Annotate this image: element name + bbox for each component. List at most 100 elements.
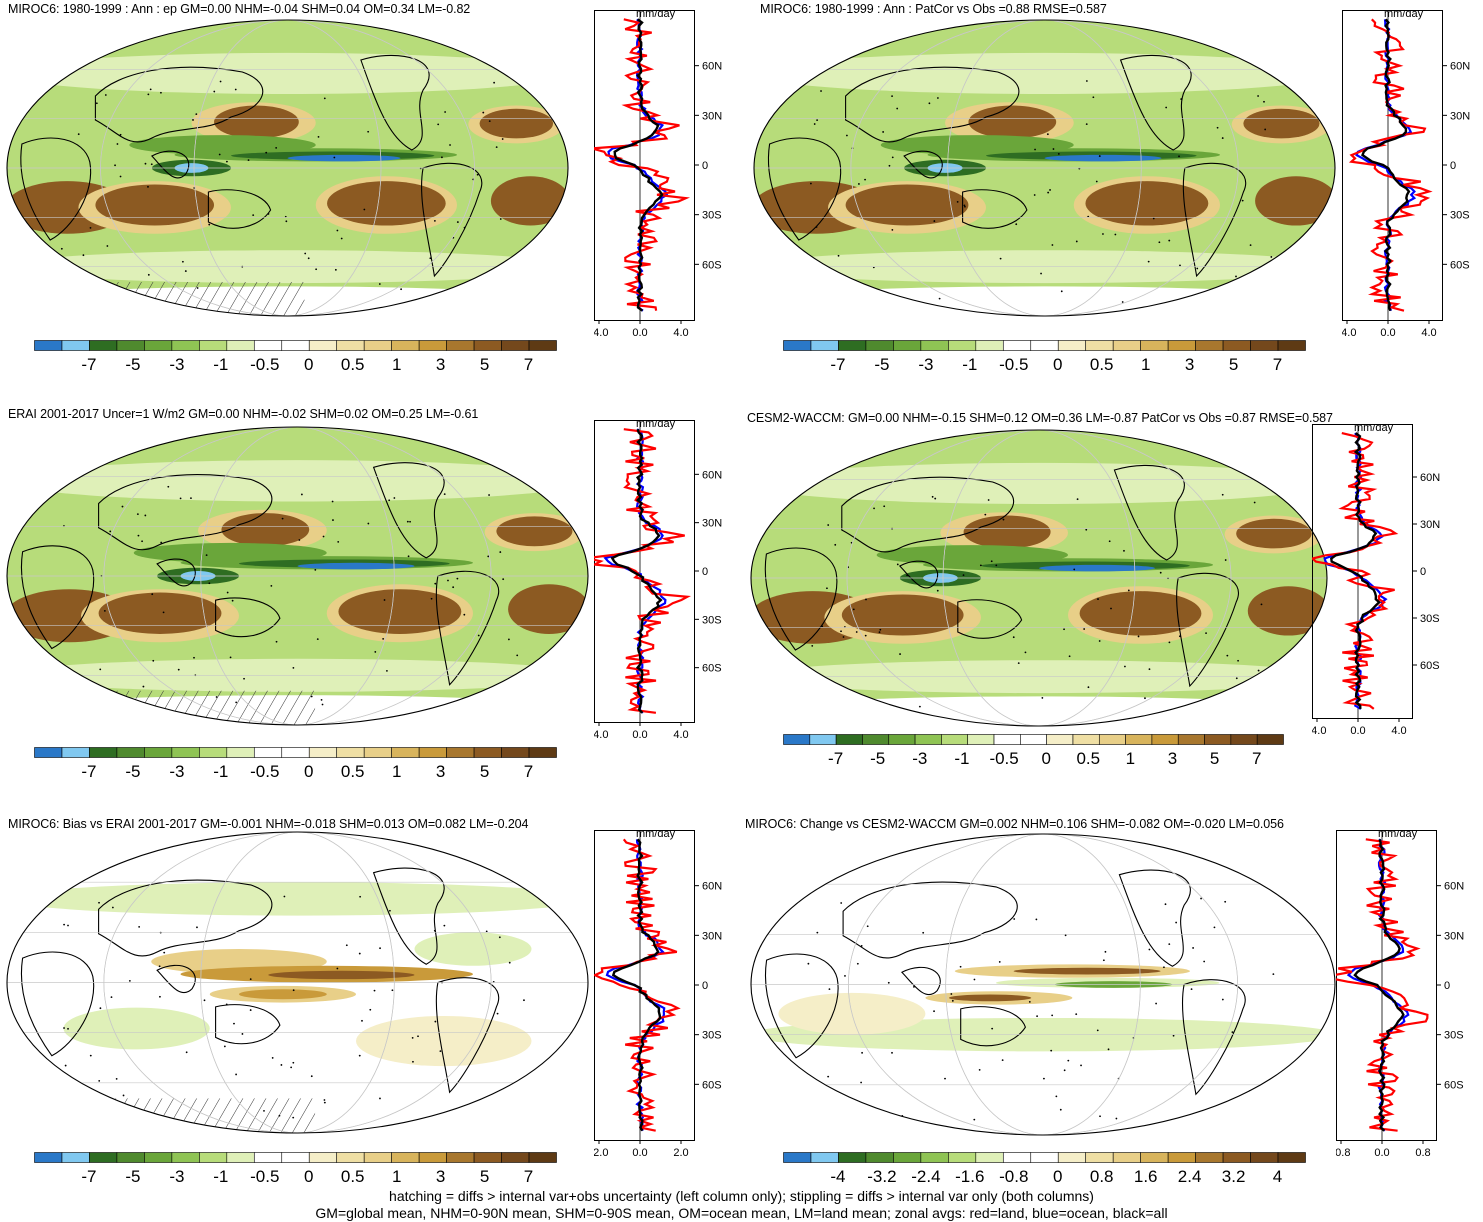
x-tick-label: -0.8 — [1336, 1147, 1350, 1159]
stipple-dot — [827, 524, 830, 526]
stipple-dot — [1260, 603, 1263, 606]
stipple-dot — [121, 505, 124, 508]
stipple-dot — [96, 289, 99, 292]
colorbar-swatch — [1057, 1152, 1087, 1163]
colorbar-swatch — [941, 734, 969, 745]
colorbar-swatch — [34, 340, 63, 351]
stipple-dot — [1224, 900, 1227, 903]
stipple-dot — [138, 925, 141, 928]
colorbar-tick-label: -1 — [954, 749, 970, 768]
colorbar-swatch — [1250, 1152, 1279, 1163]
lat-tick-label: 60S — [702, 1079, 722, 1091]
stipple-dot — [283, 895, 286, 898]
lat-tick-label: 30S — [702, 1030, 722, 1042]
coastline — [1176, 572, 1239, 688]
coastline — [957, 599, 1023, 639]
stipple-dot — [208, 582, 211, 585]
colorbar-swatch — [865, 1152, 894, 1163]
zonal-mean-plot: mm/day 60N 30N 0 30S 60S -4.0 0.0 4.0 — [1312, 424, 1440, 737]
x-tick-label: -4.0 — [594, 327, 608, 339]
stipple-dot — [1168, 641, 1171, 644]
stipple-dot — [1104, 950, 1107, 953]
stipple-dot — [235, 701, 238, 704]
colorbar-tick-label: 5 — [479, 355, 490, 374]
stipple-dot — [1190, 988, 1193, 991]
colorbar-tick-label: 3 — [435, 355, 446, 374]
stipple-dot — [243, 677, 245, 680]
subtropical-dry-south-atlantic — [508, 584, 588, 634]
colorbar-swatch — [501, 1152, 530, 1163]
stipple-dot — [508, 638, 510, 641]
colorbar-swatch — [1177, 734, 1205, 745]
stipple-dot — [1092, 96, 1095, 99]
stipple-dot — [109, 530, 112, 533]
subtropical-dry-core — [338, 589, 462, 634]
itcz-peak — [297, 562, 415, 570]
stipple-dot — [482, 111, 485, 114]
colorbar-swatch — [226, 340, 255, 351]
colorbar-tick-label: 0 — [1052, 1167, 1063, 1186]
stipple-dot — [1127, 589, 1130, 592]
itcz-peak — [1039, 564, 1155, 572]
colorbar-tick-label: -0.5 — [989, 749, 1019, 768]
stipple-dot — [64, 1064, 67, 1067]
change-core — [948, 994, 1032, 1002]
subtropical-dry-core — [1079, 591, 1202, 636]
colorbar-swatch — [810, 1152, 839, 1163]
colorbar-swatch — [783, 734, 811, 745]
stipple-dot — [1192, 947, 1194, 949]
colorbar-tick-label: -3 — [912, 749, 928, 768]
colorbar-swatch — [363, 747, 392, 758]
stipple-dot — [314, 568, 317, 571]
stipple-dot — [99, 1007, 102, 1010]
stipple-dot — [386, 669, 388, 672]
colorbar — [783, 1152, 1306, 1163]
stipple-dot — [1050, 1049, 1053, 1052]
colorbar-tick-label: -3 — [169, 355, 185, 374]
colorbar-swatch — [835, 734, 863, 745]
stipple-dot — [816, 119, 819, 122]
colorbar-swatch — [473, 1152, 502, 1163]
stipple-dot — [979, 564, 982, 567]
stipple-dot — [840, 630, 842, 633]
stipple-dot — [1035, 918, 1038, 921]
stipple-dot — [114, 164, 116, 167]
hatching-region — [106, 282, 305, 316]
stipple-dot — [89, 226, 92, 229]
stipple-dot — [922, 931, 925, 934]
stipple-dot — [358, 952, 361, 955]
stipple-dot — [433, 929, 436, 932]
panel-title: CESM2-WACCM: GM=0.00 NHM=-0.15 SHM=0.12 … — [747, 411, 1333, 425]
colorbar-swatch — [1250, 340, 1279, 351]
stipple-dot — [1221, 493, 1224, 496]
subtropical-dry-core — [1243, 108, 1320, 139]
stipple-dot — [1235, 275, 1237, 278]
stipple-dot — [1152, 217, 1155, 220]
stipple-dot — [811, 645, 814, 647]
lat-tick-label: 60S — [1444, 1079, 1464, 1091]
stipple-dot — [126, 697, 129, 700]
lat-tick-label: 30N — [1450, 110, 1470, 122]
lat-tick-label: 60N — [702, 881, 722, 893]
stipple-dot — [378, 283, 381, 285]
bias-band — [414, 932, 532, 966]
footer-line-2: GM=global mean, NHM=0-90N mean, SHM=0-90… — [315, 1205, 1168, 1221]
stipple-dot — [815, 226, 818, 228]
stipple-dot — [813, 123, 816, 125]
lat-tick-label: 30N — [702, 930, 722, 942]
colorbar-swatch — [446, 340, 475, 351]
colorbar-tick-label: 0.8 — [1089, 1167, 1114, 1186]
stipple-dot — [1102, 959, 1105, 962]
colorbar-tick-label: 2.4 — [1177, 1167, 1202, 1186]
colorbar-swatch — [199, 747, 228, 758]
stipple-dot — [883, 505, 886, 508]
stipple-dot — [298, 539, 301, 541]
colorbar-swatch — [1085, 340, 1114, 351]
zonal-frame — [1336, 830, 1437, 1141]
stipple-dot — [321, 703, 324, 706]
colorbar-swatch — [199, 340, 228, 351]
stipple-dot — [60, 247, 63, 250]
map-border — [750, 429, 1328, 727]
colorbar-swatch — [336, 1152, 365, 1163]
colorbar-tick-label: 5 — [479, 1167, 490, 1186]
